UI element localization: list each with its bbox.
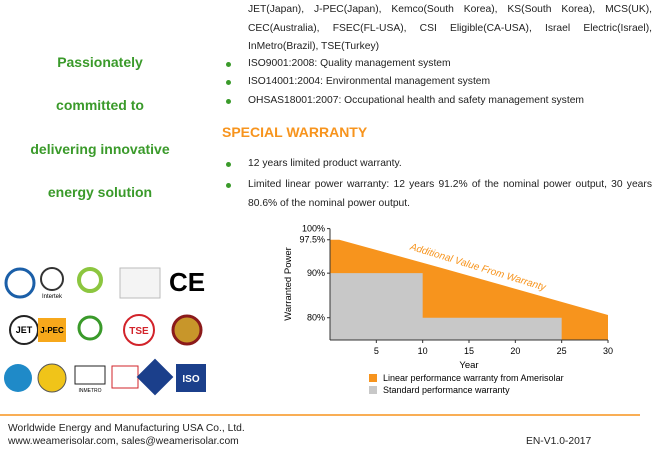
logo xyxy=(136,358,174,396)
footer-version: EN-V1.0-2017 xyxy=(526,436,592,447)
logo-text: J-PEC xyxy=(40,326,64,335)
legend-swatch xyxy=(369,374,377,382)
y-tick-label: 97.5% xyxy=(299,235,325,245)
bullet xyxy=(226,162,231,167)
bullet xyxy=(226,99,231,104)
logo-text: TSE xyxy=(129,326,149,337)
tagline: delivering innovative xyxy=(30,141,170,157)
logo xyxy=(38,318,66,342)
y-tick-label: 80% xyxy=(307,313,325,323)
x-tick-label: 5 xyxy=(374,346,379,356)
footer-company: Worldwide Energy and Manufacturing USA C… xyxy=(8,423,245,434)
management-item: ISO9001:2008: Quality management system xyxy=(248,58,451,69)
logo xyxy=(171,314,203,346)
logo-text: CE xyxy=(169,267,205,297)
y-axis-label: Warranted Power xyxy=(283,247,294,321)
logo-text: ISO xyxy=(182,374,199,385)
management-item: OHSAS18001:2007: Occupational health and… xyxy=(248,95,584,106)
legend-label: Standard performance warranty xyxy=(383,385,510,395)
logo xyxy=(77,315,103,341)
tagline: committed to xyxy=(56,97,144,113)
logo xyxy=(37,363,67,393)
logo xyxy=(74,365,106,385)
logo xyxy=(40,267,64,291)
chart: 100%97.5% 90% 80% 5 10 15 20 25 30 Year Warranted … xyxy=(283,224,613,395)
x-tick-label: 25 xyxy=(557,346,567,356)
logo xyxy=(119,267,161,299)
area xyxy=(330,273,562,340)
certifications: JET(Japan), J-PEC(Japan), Kemco(South Ko… xyxy=(248,4,652,52)
logo xyxy=(176,364,206,392)
bullet xyxy=(226,80,231,85)
x-tick-label: 30 xyxy=(603,346,613,356)
x-axis-label: Year xyxy=(459,360,478,371)
y-tick-label: 90% xyxy=(307,268,325,278)
logo xyxy=(111,365,139,389)
logo xyxy=(4,267,36,299)
warranty-item: Limited linear power warranty: 12 years … xyxy=(248,179,652,209)
management-item: ISO14001:2004: Environmental management … xyxy=(248,76,491,87)
x-tick-label: 20 xyxy=(510,346,520,356)
tagline: Passionately xyxy=(57,54,143,70)
logo xyxy=(4,364,32,392)
legend-label: Linear performance warranty from Ameriso… xyxy=(383,373,564,383)
warranty-item: 12 years limited product warranty. xyxy=(248,158,402,169)
logos: Intertek CE JET J-PEC TSE INMETRO ISO xyxy=(4,267,206,396)
y-tick-label: 100% xyxy=(302,224,325,234)
bullet xyxy=(226,62,231,67)
logo-text: JET xyxy=(16,325,33,335)
logo-text: INMETRO xyxy=(78,388,101,394)
logo-text: Intertek xyxy=(42,294,63,300)
warranty-heading: SPECIAL WARRANTY xyxy=(222,124,368,140)
x-tick-label: 10 xyxy=(418,346,428,356)
bullet xyxy=(226,183,231,188)
footer-contact: www.weamerisolar.com, sales@weamerisolar… xyxy=(8,436,239,447)
x-tick-label: 15 xyxy=(464,346,474,356)
legend-swatch xyxy=(369,386,377,394)
logo xyxy=(77,267,103,293)
logo xyxy=(123,314,155,346)
tagline: energy solution xyxy=(47,184,153,200)
